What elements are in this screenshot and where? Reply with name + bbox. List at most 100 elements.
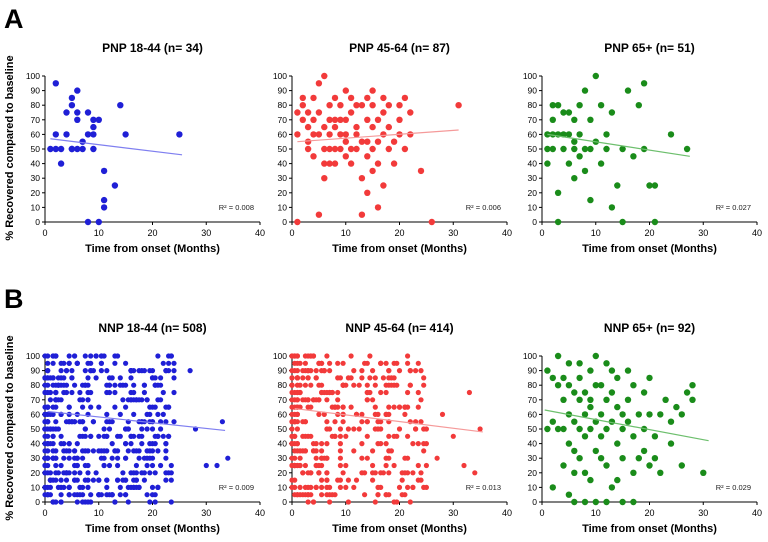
data-point [340, 470, 346, 476]
data-point [98, 360, 104, 366]
data-point [347, 94, 355, 102]
data-point [571, 389, 578, 396]
y-tick-label: 70 [31, 395, 41, 405]
scatter-panel-6: NNP 65+ (n= 92) 0 10 20 30 40 50 60 70 80 90 100 0 10… [523, 321, 762, 535]
data-point [560, 425, 567, 433]
data-point [614, 440, 621, 447]
y-tick-label: 70 [278, 115, 288, 125]
data-point [53, 470, 59, 476]
chart-title: PNP 45-64 (n= 87) [349, 41, 450, 55]
y-tick-label: 30 [31, 453, 41, 463]
data-point [358, 102, 366, 109]
data-point [640, 447, 648, 455]
data-point [321, 145, 328, 153]
y-tick-label: 100 [26, 351, 40, 361]
data-point [136, 397, 142, 403]
y-tick-label: 100 [523, 71, 537, 81]
data-point [351, 448, 357, 454]
data-point [225, 455, 231, 461]
data-point [549, 418, 556, 425]
data-point [571, 175, 578, 182]
data-point [343, 484, 349, 490]
data-point [319, 455, 325, 461]
data-point [316, 462, 322, 469]
data-point [603, 145, 610, 153]
charts-group: PNP 18-44 (n= 34)01020304050607080901000… [26, 41, 762, 535]
data-point [58, 492, 64, 498]
data-point [88, 433, 94, 439]
data-point [289, 477, 295, 483]
y-tick-label: 40 [31, 159, 41, 169]
data-point [421, 375, 427, 381]
data-point [155, 448, 161, 454]
data-point [544, 425, 551, 433]
data-point [324, 441, 330, 447]
data-point [117, 433, 123, 439]
x-tick-label: 20 [394, 228, 404, 238]
data-point [327, 499, 333, 505]
data-point [327, 492, 333, 498]
data-point [316, 470, 322, 476]
data-point [304, 138, 312, 145]
data-point [396, 426, 403, 432]
data-point [84, 218, 92, 226]
data-point [152, 382, 158, 388]
data-point [139, 426, 145, 432]
data-point [313, 375, 319, 381]
data-point [364, 360, 370, 366]
data-point [560, 131, 567, 138]
y-tick-label: 10 [278, 482, 288, 492]
data-point [63, 470, 70, 476]
data-point [619, 498, 626, 506]
data-point [294, 389, 300, 396]
data-point [662, 396, 669, 403]
y-tick-label: 60 [528, 129, 538, 139]
y-tick-label: 0 [282, 217, 287, 227]
data-point [667, 418, 675, 425]
data-point [592, 498, 599, 506]
data-point [614, 403, 621, 411]
data-point [337, 448, 343, 454]
data-point [402, 470, 408, 476]
y-tick-label: 0 [532, 217, 537, 227]
data-point [74, 499, 80, 505]
data-point [619, 425, 626, 433]
data-point [117, 411, 123, 417]
data-point [315, 109, 323, 116]
data-point [353, 145, 360, 153]
y-tick-label: 60 [31, 409, 41, 419]
y-tick-label: 90 [278, 86, 288, 96]
data-point [109, 419, 115, 425]
data-point [100, 204, 108, 211]
chart-title: NNP 18-44 (n= 508) [98, 321, 206, 335]
data-point [319, 492, 325, 498]
data-point [417, 167, 425, 175]
data-point [370, 477, 376, 483]
data-point [74, 462, 80, 469]
data-point [342, 153, 349, 160]
y-tick-label: 20 [31, 188, 41, 198]
data-point [88, 492, 94, 498]
y-tick-label: 30 [528, 173, 538, 183]
data-point [93, 353, 99, 359]
data-point [112, 448, 118, 454]
data-point [315, 80, 323, 87]
data-point [305, 470, 311, 476]
data-point [163, 477, 169, 483]
data-point [55, 382, 62, 388]
data-point [50, 455, 56, 461]
data-point [149, 448, 156, 454]
data-point [90, 123, 97, 131]
data-point [364, 189, 371, 196]
data-point [101, 426, 107, 432]
y-tick-label: 90 [528, 86, 538, 96]
y-tick-label: 60 [278, 129, 288, 139]
data-point [337, 145, 344, 153]
data-point [139, 368, 145, 374]
data-point [53, 477, 59, 483]
x-tick-label: 30 [201, 508, 211, 518]
data-point [163, 368, 169, 374]
data-point [123, 492, 129, 498]
x-axis-label: Time from onset (Months) [332, 523, 467, 535]
data-point [415, 404, 421, 410]
